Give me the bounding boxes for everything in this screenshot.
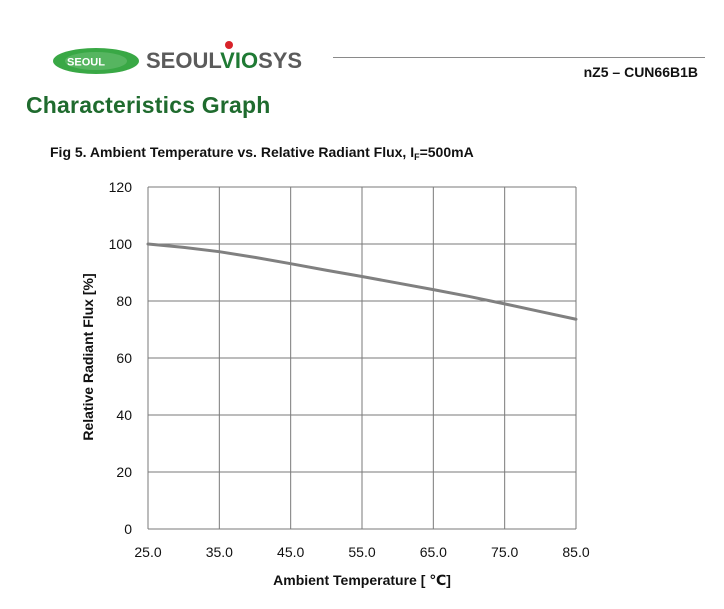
- y-tick-label: 0: [124, 521, 132, 537]
- y-axis-label: Relative Radiant Flux [%]: [80, 273, 96, 440]
- x-tick-label: 35.0: [206, 544, 233, 560]
- x-tick-label: 45.0: [277, 544, 304, 560]
- figure-title: Fig 5. Ambient Temperature vs. Relative …: [50, 144, 474, 162]
- x-tick-label: 75.0: [491, 544, 518, 560]
- x-tick-label: 65.0: [420, 544, 447, 560]
- y-tick-label: 100: [109, 236, 133, 252]
- part-number: nZ5 – CUN66B1B: [583, 64, 698, 80]
- x-tick-label: 85.0: [562, 544, 589, 560]
- x-tick-label: 55.0: [348, 544, 375, 560]
- section-title: Characteristics Graph: [26, 92, 271, 118]
- logo-badge: [53, 48, 139, 74]
- x-axis-ticks: 25.0 35.0 45.0 55.0 65.0 75.0 85.0: [134, 544, 589, 560]
- chart-plot: [146, 242, 578, 321]
- y-tick-label: 120: [109, 179, 133, 195]
- header-rule: [333, 57, 705, 58]
- chart-grid: [147, 186, 577, 530]
- logo-wordmark: SEOULVIOSYS: [146, 48, 302, 73]
- y-axis-ticks: 0 20 40 60 80 100 120: [109, 179, 133, 537]
- y-tick-label: 80: [116, 293, 132, 309]
- y-tick-label: 60: [116, 350, 132, 366]
- y-tick-label: 40: [116, 407, 132, 423]
- logo-star-icon: [225, 41, 233, 49]
- seoul-viosys-logo: SEOUL SEOULVIOSYS: [53, 41, 302, 74]
- series-line: [146, 242, 578, 321]
- x-axis-label: Ambient Temperature [ ℃]: [273, 572, 451, 588]
- x-tick-label: 25.0: [134, 544, 161, 560]
- y-tick-label: 20: [116, 464, 132, 480]
- logo-badge-text: SEOUL: [67, 57, 105, 69]
